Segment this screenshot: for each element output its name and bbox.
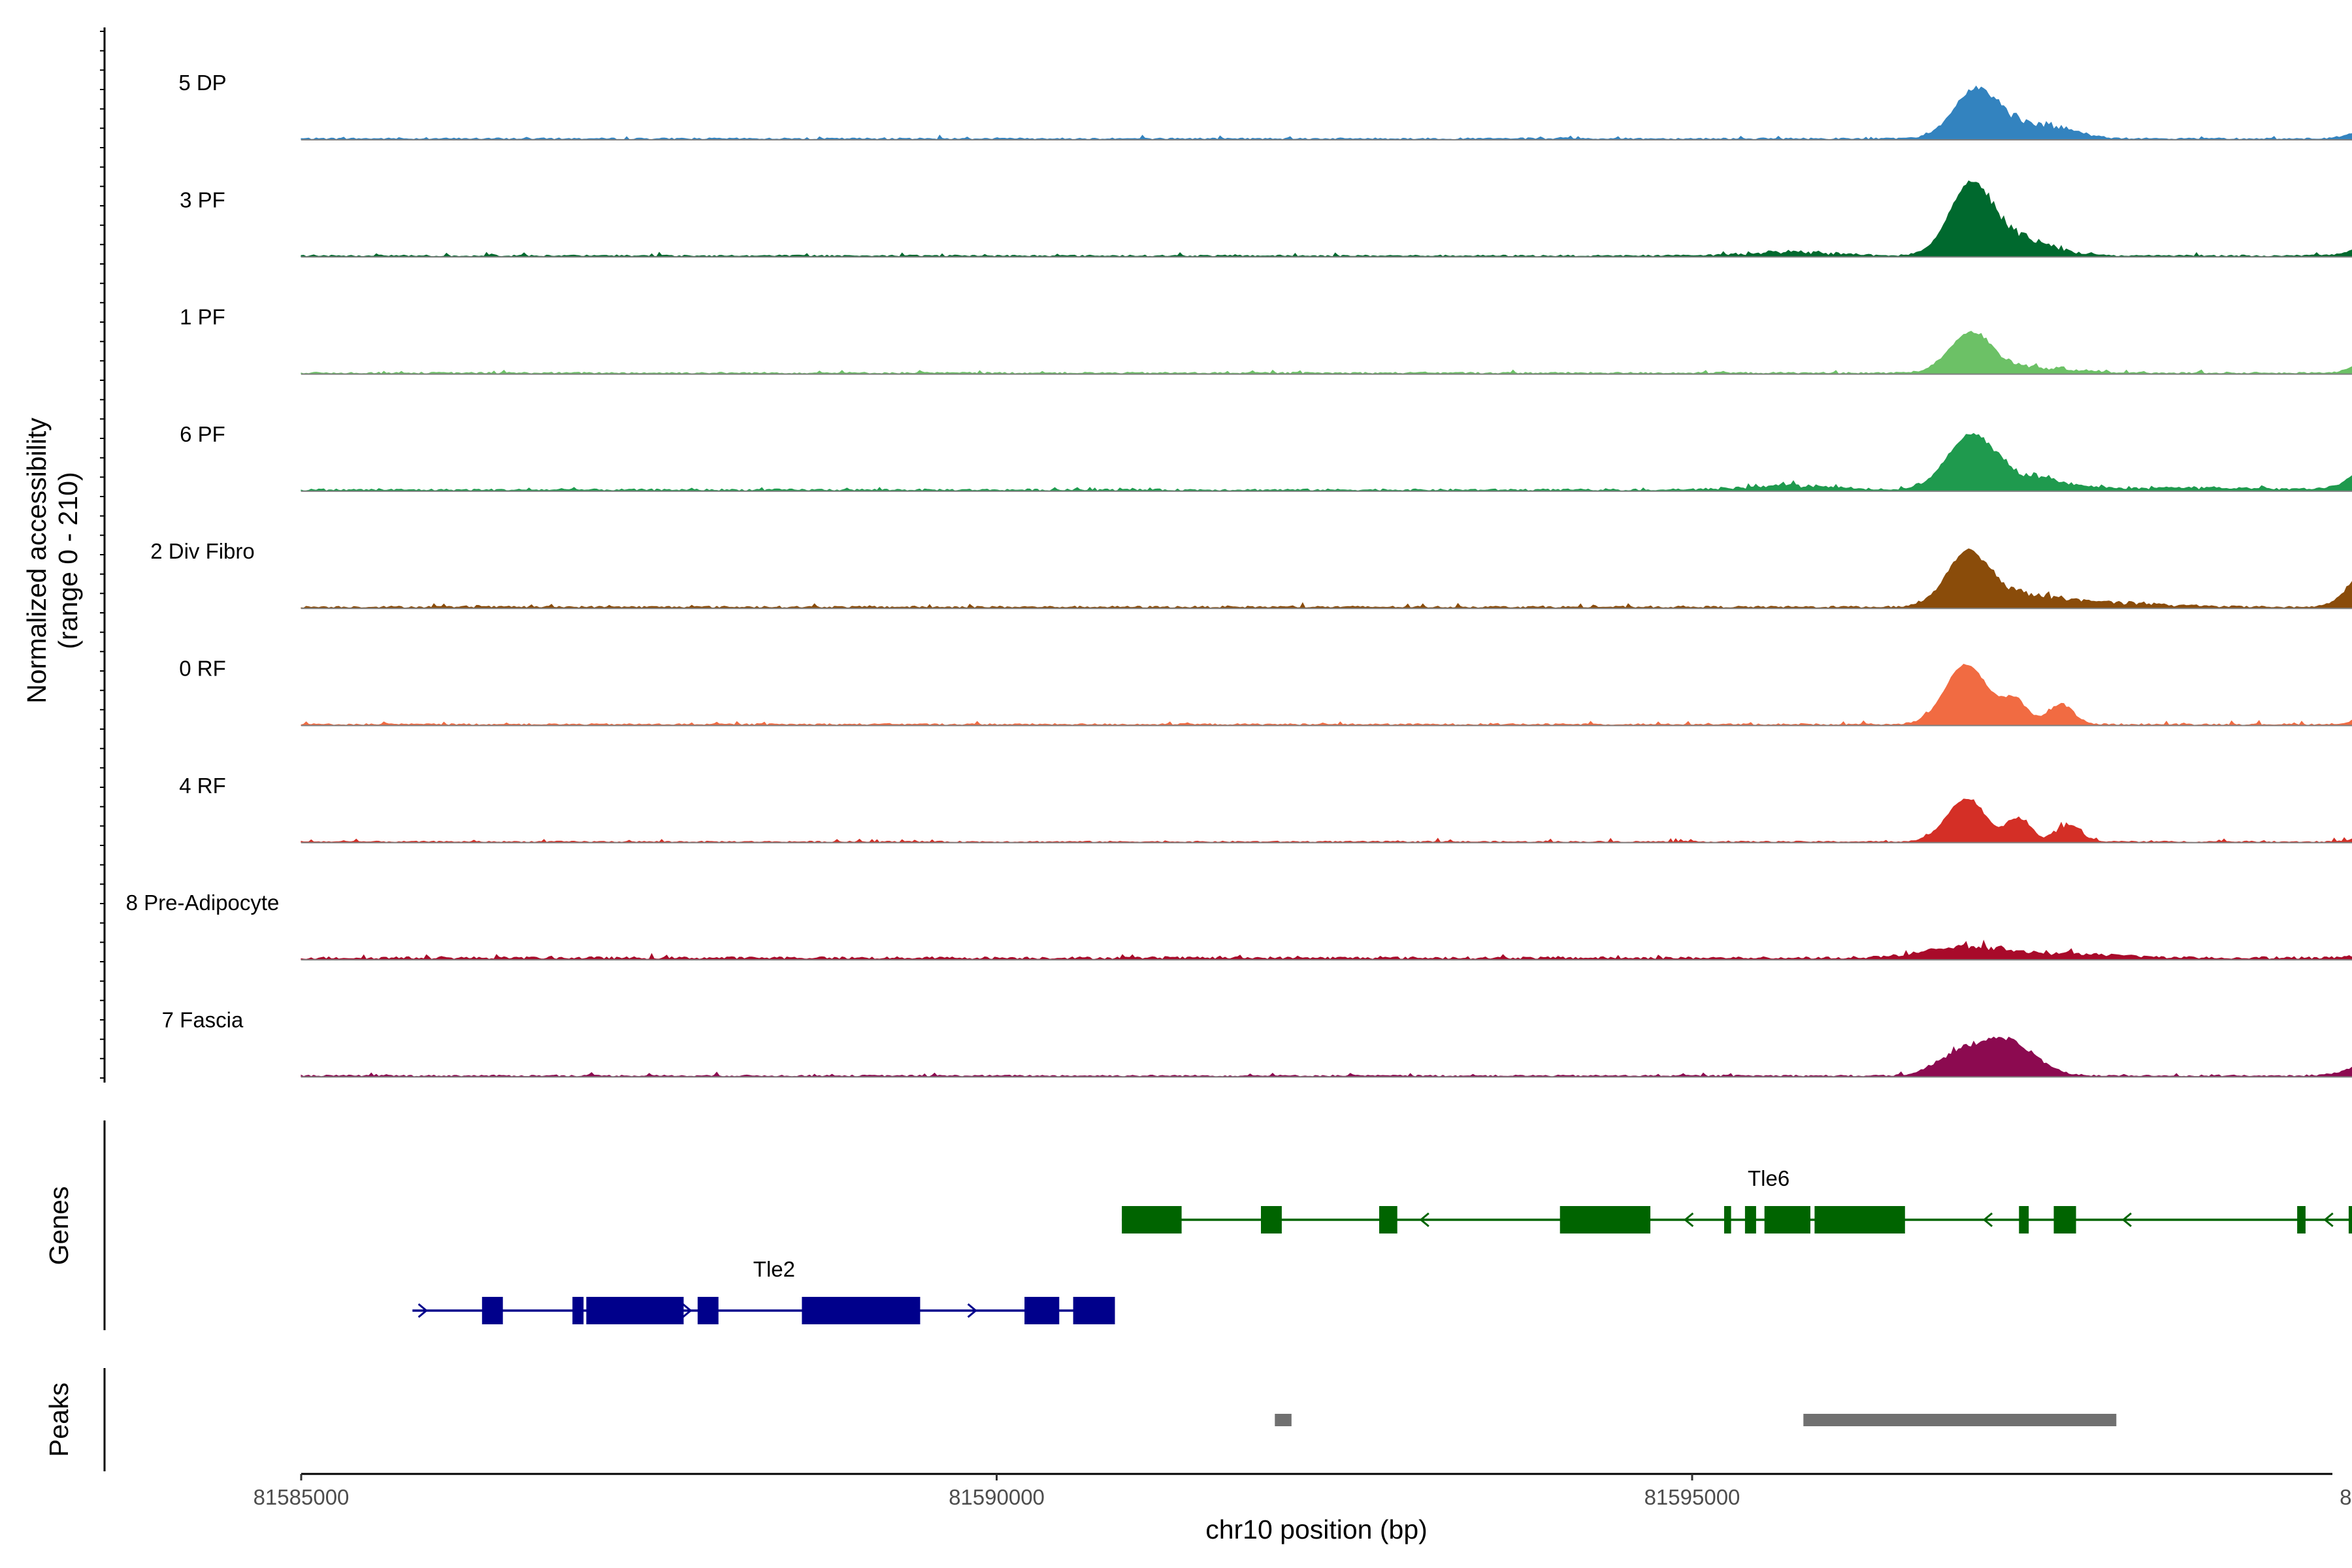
gene-exon xyxy=(482,1297,503,1324)
gene-exon xyxy=(586,1297,684,1324)
strand-arrow xyxy=(1419,1212,1429,1228)
track-3-pf: 3 PF xyxy=(180,180,2352,258)
track-6-pf: 6 PF xyxy=(180,422,2352,492)
coverage-area xyxy=(301,798,2352,843)
track-label: 2 Div Fibro xyxy=(150,539,255,563)
gene-exon xyxy=(572,1297,584,1324)
gene-tle6: Tle6 xyxy=(1122,1166,2352,1233)
track-2-div-fibro: 2 Div Fibro xyxy=(150,539,2352,610)
coverage-area xyxy=(301,548,2352,609)
y-axis-title-line2: (range 0 - 210) xyxy=(53,472,83,649)
strand-arrow xyxy=(2121,1212,2132,1228)
genes-track-label: Genes xyxy=(44,1186,74,1266)
peak-region xyxy=(1275,1414,1292,1426)
track-0-rf: 0 RF xyxy=(179,657,2352,727)
coverage-area xyxy=(301,939,2352,960)
gene-exon xyxy=(2019,1206,2029,1233)
gene-exon xyxy=(1073,1297,1115,1324)
coverage-area xyxy=(301,85,2352,140)
gene-exon xyxy=(2297,1206,2306,1233)
coverage-area xyxy=(301,180,2352,257)
x-tick-label: 81585000 xyxy=(253,1485,350,1509)
gene-exon xyxy=(1814,1206,1905,1233)
gene-annotation-track: Tle6Gm26896Tle2BC025920 xyxy=(412,1166,2352,1324)
track-label: 8 Pre-Adipocyte xyxy=(126,890,280,915)
track-label: 5 DP xyxy=(178,71,226,95)
gene-exon xyxy=(1724,1206,1731,1233)
peaks-track xyxy=(1275,1414,2117,1426)
x-axis-title: chr10 position (bp) xyxy=(1205,1514,1428,1544)
track-5-dp: 5 DP xyxy=(178,71,2352,140)
accessibility-axis xyxy=(100,27,106,1083)
gene-tle2: Tle2 xyxy=(412,1257,1115,1324)
gene-exon xyxy=(1560,1206,1651,1233)
x-tick-label: 81600000 xyxy=(2340,1485,2352,1509)
strand-arrow xyxy=(682,1303,693,1318)
x-axis: 8158500081590000815950008160000081605000 xyxy=(253,1473,2352,1509)
peak-region xyxy=(1803,1414,2117,1426)
gene-exon xyxy=(1122,1206,1182,1233)
strand-arrow xyxy=(2323,1212,2334,1228)
coverage-area xyxy=(301,433,2352,492)
coverage-area xyxy=(301,664,2352,726)
coverage-area xyxy=(301,1036,2352,1077)
track-8-pre-adipocyte: 8 Pre-Adipocyte xyxy=(126,890,2352,961)
track-label: 3 PF xyxy=(180,188,225,212)
y-axis-title-line1: Normalized accessibility xyxy=(22,417,52,704)
track-label: 0 RF xyxy=(179,657,226,681)
coverage-tracks: 5 DP 3 PF 1 PF 6 PF 2 Div Fibro 0 RF 4 RF 8 Pre… xyxy=(126,71,2352,1078)
strand-arrow xyxy=(967,1303,977,1318)
gene-exon xyxy=(1764,1206,1810,1233)
track-label: 1 PF xyxy=(180,305,225,329)
gene-exon xyxy=(1261,1206,1282,1233)
gene-label: Tle6 xyxy=(1748,1166,1789,1190)
track-label: 4 RF xyxy=(179,774,226,798)
gene-exon xyxy=(1379,1206,1397,1233)
track-1-pf: 1 PF xyxy=(180,305,2352,375)
coverage-area xyxy=(301,331,2352,375)
x-tick-label: 81595000 xyxy=(1644,1485,1740,1509)
strand-arrow xyxy=(1982,1212,1993,1228)
gene-label: Tle2 xyxy=(753,1257,795,1281)
track-7-fascia: 7 Fascia xyxy=(162,1007,2352,1078)
track-4-rf: 4 RF xyxy=(179,774,2352,843)
x-tick-label: 81590000 xyxy=(949,1485,1045,1509)
gene-exon xyxy=(2348,1206,2352,1233)
gene-exon xyxy=(2053,1206,2076,1233)
gene-exon xyxy=(697,1297,719,1324)
gene-exon xyxy=(1024,1297,1060,1324)
strand-arrow xyxy=(417,1303,428,1318)
gene-exon xyxy=(802,1297,921,1324)
strand-arrow xyxy=(1684,1212,1694,1228)
track-label: 6 PF xyxy=(180,422,225,446)
track-label: 7 Fascia xyxy=(162,1007,244,1032)
peaks-track-label: Peaks xyxy=(44,1382,74,1457)
gene-exon xyxy=(1744,1206,1756,1233)
